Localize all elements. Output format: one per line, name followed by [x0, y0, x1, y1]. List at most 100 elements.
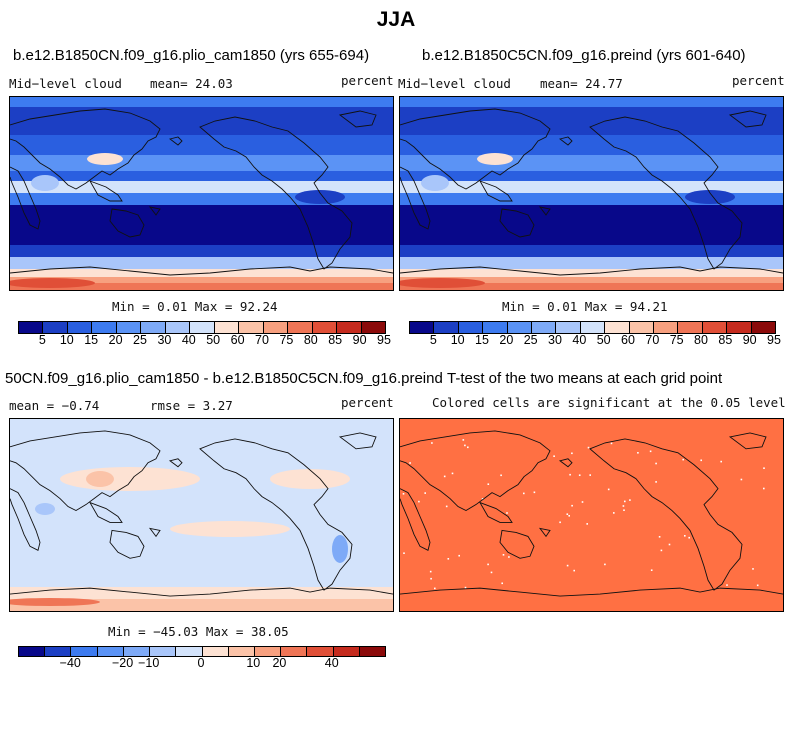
coastline — [558, 136, 573, 146]
nonsignificant-cell — [629, 499, 631, 501]
cloud-band — [400, 283, 783, 290]
colorbar-swatch — [165, 322, 191, 333]
cloud-patch — [295, 190, 345, 204]
cloud-band — [10, 171, 393, 181]
colorbar-tick-label: 0 — [197, 656, 205, 670]
colorbar-swatch — [202, 647, 229, 656]
diff-patch — [86, 471, 114, 487]
cloud-band — [10, 283, 393, 290]
panel2-colorbar — [409, 321, 776, 334]
nonsignificant-cell — [523, 492, 525, 495]
nonsignificant-cell — [566, 513, 569, 515]
colorbar-tick-label: 60 — [621, 333, 635, 347]
colorbar-swatch — [361, 322, 386, 333]
coastline — [10, 587, 393, 597]
colorbar-tick-label: 95 — [377, 333, 391, 347]
colorbar-swatch — [150, 647, 177, 656]
coastline — [538, 206, 551, 216]
coastline — [168, 458, 183, 468]
nonsignificant-cell — [668, 543, 671, 546]
panel4-map-plot — [400, 419, 783, 611]
diff-patch — [332, 535, 348, 563]
cloud-band — [10, 181, 393, 193]
coastline — [499, 529, 535, 559]
panel3-title: 50CN.f09_g16.plio_cam1850 - b.e12.B1850C… — [5, 370, 443, 387]
colorbar-swatch — [263, 322, 289, 333]
nonsignificant-cell — [447, 558, 450, 560]
colorbar-swatch — [654, 322, 679, 333]
nonsignificant-cell — [658, 536, 661, 538]
coastline — [338, 432, 377, 450]
panel2-mean: mean= 24.77 — [540, 76, 623, 91]
cloud-band — [400, 107, 783, 135]
colorbar-tick-label: 10 — [246, 656, 261, 670]
panel2-units: percent — [732, 73, 785, 88]
coastline — [400, 430, 551, 512]
cloud-band — [10, 257, 393, 269]
nonsignificant-cell — [649, 450, 652, 453]
cloud-patch — [421, 175, 449, 191]
colorbar-tick-label: 75 — [279, 333, 294, 347]
cloud-band — [10, 97, 393, 107]
colorbar-tick-label: 70 — [255, 333, 269, 347]
nonsignificant-cell — [467, 446, 469, 449]
nonsignificant-cell — [451, 472, 454, 475]
colorbar-tick-label: 10 — [450, 333, 465, 347]
cloud-band — [400, 245, 783, 257]
nonsignificant-cell — [409, 462, 411, 464]
colorbar-swatch — [458, 322, 484, 333]
colorbar-swatch — [359, 647, 386, 656]
panel3-mean: mean = −0.74 — [9, 398, 100, 413]
nonsignificant-cell — [684, 535, 686, 537]
nonsignificant-cell — [655, 481, 657, 483]
cloud-band — [400, 205, 783, 245]
panel2-map-plot — [400, 97, 783, 290]
colorbar-tick-label: 30 — [548, 333, 562, 347]
panel3-rmse: rmse = 3.27 — [150, 398, 233, 413]
cloud-band — [400, 155, 783, 171]
nonsignificant-cell — [508, 556, 510, 558]
colorbar-tick-label: 5 — [429, 333, 437, 347]
panel1-colorbar — [18, 321, 386, 334]
cloud-band — [400, 97, 783, 107]
colorbar-swatch — [629, 322, 655, 333]
colorbar-tick-label: 80 — [303, 333, 318, 347]
colorbar-swatch — [678, 322, 703, 333]
nonsignificant-cell — [604, 563, 606, 566]
nonsignificant-cell — [418, 500, 420, 503]
nonsignificant-cell — [682, 458, 684, 461]
nonsignificant-cell — [553, 455, 555, 457]
nonsignificant-cell — [650, 569, 653, 571]
cloud-band — [400, 181, 783, 193]
colorbar-swatch — [19, 647, 46, 656]
cloud-band — [400, 277, 783, 283]
colorbar-tick-label: 40 — [324, 656, 339, 670]
colorbar-swatch — [434, 322, 459, 333]
colorbar-tick-label: −40 — [59, 656, 81, 670]
coastline — [338, 110, 377, 128]
nonsignificant-cell — [462, 439, 465, 441]
cloud-band — [400, 171, 783, 181]
diff-band — [10, 599, 393, 611]
colorbar-swatch — [67, 322, 93, 333]
nonsignificant-cell — [487, 483, 490, 485]
coastline — [478, 501, 513, 523]
diff-patch — [60, 467, 200, 491]
coastline — [199, 438, 353, 591]
nonsignificant-cell — [434, 587, 436, 590]
colorbar-tick-label: −10 — [138, 656, 160, 670]
colorbar-swatch — [532, 322, 557, 333]
colorbar-tick-label: 15 — [84, 333, 99, 347]
colorbar-tick-label: 90 — [742, 333, 757, 347]
coastline — [558, 458, 573, 468]
colorbar-tick-label: 5 — [38, 333, 46, 347]
nonsignificant-cell — [613, 512, 615, 514]
cloud-band — [400, 135, 783, 155]
nonsignificant-cell — [443, 475, 446, 478]
colorbar-tick-label: 30 — [157, 333, 172, 347]
panel1-title: b.e12.B1850CN.f09_g16.plio_cam1850 (yrs … — [13, 47, 370, 64]
coastline — [10, 108, 161, 190]
colorbar-swatch — [288, 322, 313, 333]
colorbar-swatch — [19, 322, 44, 333]
nonsignificant-cell — [429, 570, 432, 573]
